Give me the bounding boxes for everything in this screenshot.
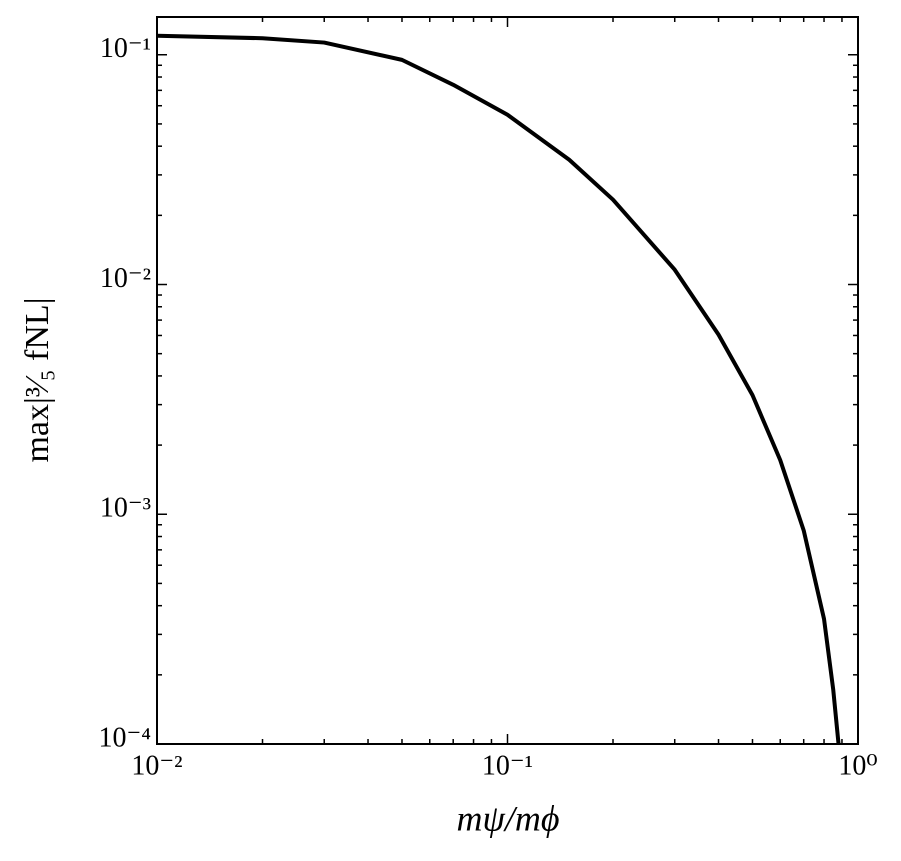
data-line [157,33,841,744]
y-tick-label: 10⁻¹ [100,33,151,64]
y-tick-label: 10⁻³ [100,493,151,524]
y-tick-label: 10⁻⁴ [98,722,151,753]
plot-frame [156,16,859,745]
x-tick-label: 10⁰ [838,750,877,781]
x-tick-label: 10⁻² [131,750,182,781]
x-axis-label: mψ/mϕ [457,798,560,838]
y-axis-label: max|³⁄₅ fNL| [19,297,56,462]
x-tick-label: 10⁻¹ [482,750,533,781]
y-tick-label: 10⁻² [100,263,151,294]
